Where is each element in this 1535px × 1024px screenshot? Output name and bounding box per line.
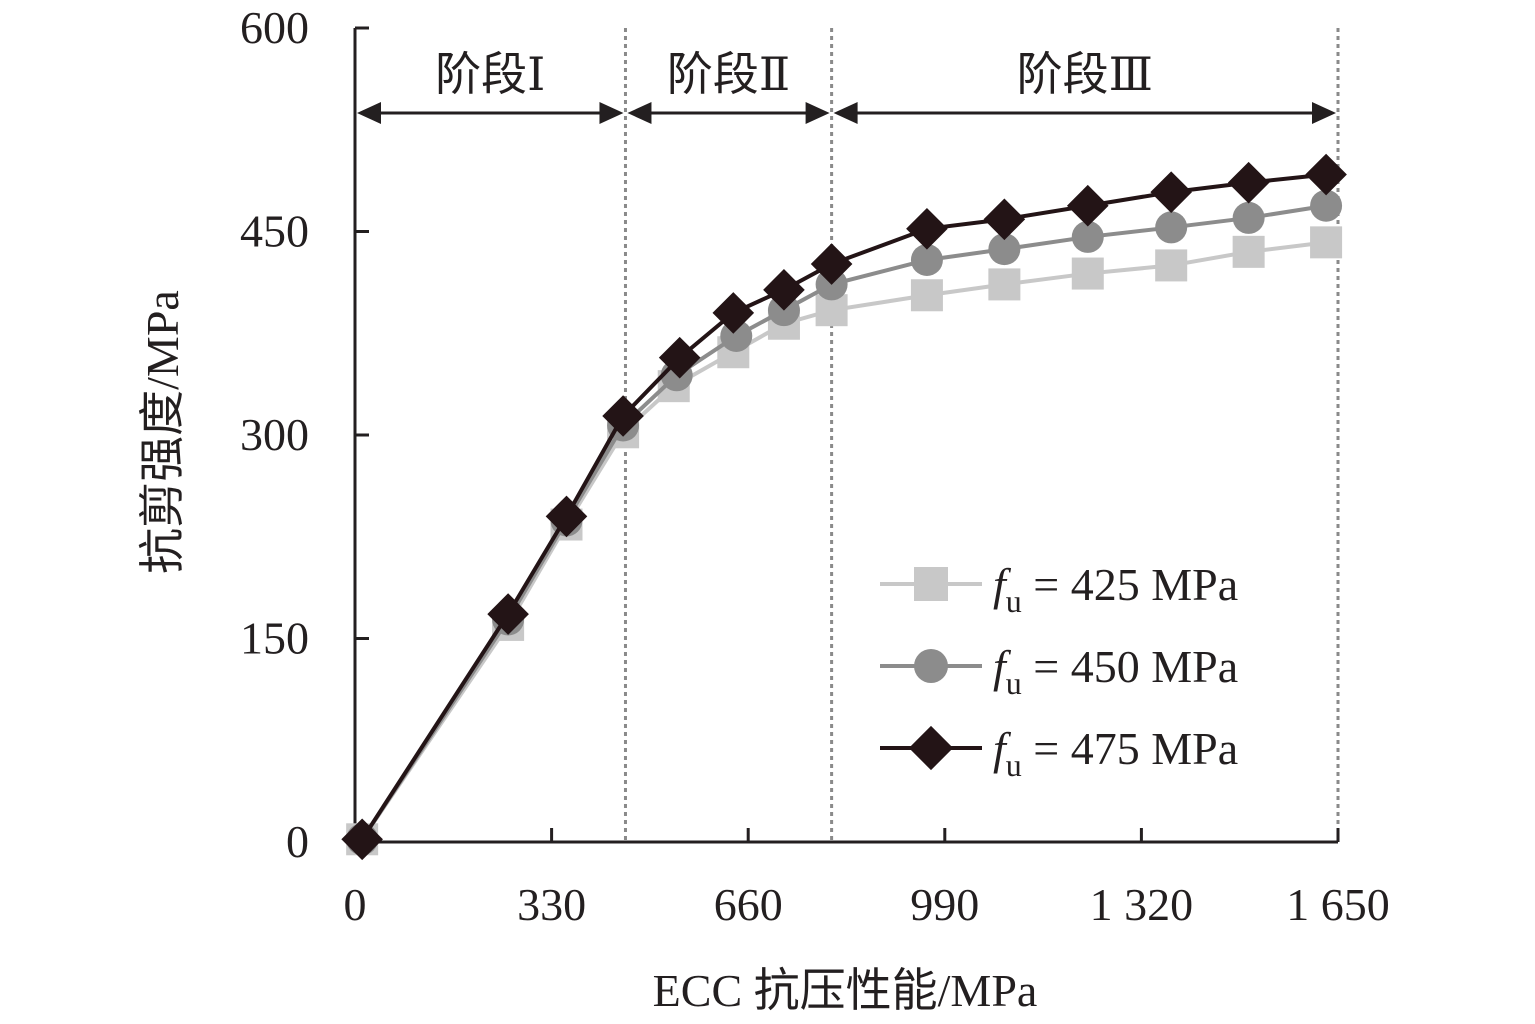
data-point: [1232, 201, 1265, 234]
data-point: [1305, 153, 1347, 196]
data-point: [1232, 235, 1265, 268]
stage-label-2: 阶段Ⅱ: [667, 49, 790, 100]
x-tick-label: 990: [910, 879, 979, 930]
legend-entry-3: fu = 475 MPa: [880, 723, 1238, 783]
legend-label: fu = 425 MPa: [993, 559, 1238, 619]
stage-label-1: 阶段Ⅰ: [435, 49, 545, 100]
y-tick-label: 450: [240, 206, 309, 257]
data-point: [712, 292, 755, 334]
data-point: [1071, 257, 1104, 290]
data-point: [1227, 161, 1270, 204]
x-tick-label: 1 320: [1090, 879, 1194, 930]
data-point: [341, 818, 383, 861]
data-point: [1155, 211, 1188, 244]
y-axis-label: 抗剪强度/MPa: [137, 290, 188, 574]
data-point: [763, 269, 805, 311]
stage-arrow-head-left-1: [357, 102, 381, 124]
axes: 0 150 300 450 600 0 330 660 990 1 320 1 650: [240, 2, 1390, 930]
legend-marker: [914, 649, 948, 683]
data-point: [1071, 220, 1104, 253]
data-point: [910, 243, 943, 276]
stage-arrow-head-left-2: [627, 102, 652, 124]
data-point: [988, 233, 1021, 266]
y-tick-label: 150: [240, 613, 309, 664]
legend-marker: [914, 567, 948, 601]
stage-annotations: 阶段Ⅰ 阶段Ⅱ 阶段Ⅲ: [357, 49, 1336, 124]
data-point: [1066, 184, 1109, 227]
data-point: [1150, 171, 1192, 213]
data-point: [910, 279, 943, 312]
legend-label: fu = 475 MPa: [993, 723, 1238, 783]
x-tick-label: 0: [344, 879, 367, 930]
data-point: [1310, 189, 1343, 222]
x-tick-label: 660: [714, 879, 783, 930]
data-point: [1310, 226, 1343, 259]
legend-label: fu = 450 MPa: [993, 641, 1238, 701]
data-point: [658, 336, 701, 379]
x-axis-label: ECC 抗压性能/MPa: [653, 965, 1038, 1016]
x-tick-label: 1 650: [1286, 879, 1390, 930]
legend-entry-2: fu = 450 MPa: [880, 641, 1238, 701]
y-tick-label: 0: [286, 816, 309, 867]
legend-marker: [908, 725, 954, 771]
x-tick-label: 330: [517, 879, 586, 930]
stage-arrow-head-right-2: [805, 102, 830, 124]
series: [341, 153, 1347, 861]
stage-boundaries: [623, 28, 1340, 842]
data-point: [602, 395, 644, 437]
series-3: [341, 153, 1347, 861]
data-point: [988, 268, 1021, 301]
stage-label-3: 阶段Ⅲ: [1017, 49, 1153, 100]
data-point: [983, 198, 1026, 241]
stage-arrow-head-right-3: [1312, 102, 1336, 124]
legend-entry-1: fu = 425 MPa: [880, 559, 1238, 619]
data-point: [810, 243, 853, 285]
data-point: [1155, 249, 1188, 282]
y-tick-label: 300: [240, 409, 309, 460]
legend: fu = 425 MPa fu = 450 MPa fu = 475 MPa: [880, 559, 1238, 783]
stage-arrow-head-left-3: [833, 102, 858, 124]
data-point: [487, 593, 529, 635]
stage-arrow-head-right-1: [599, 102, 624, 124]
data-point: [545, 495, 588, 538]
y-tick-label: 600: [240, 2, 309, 53]
data-point: [906, 207, 948, 250]
